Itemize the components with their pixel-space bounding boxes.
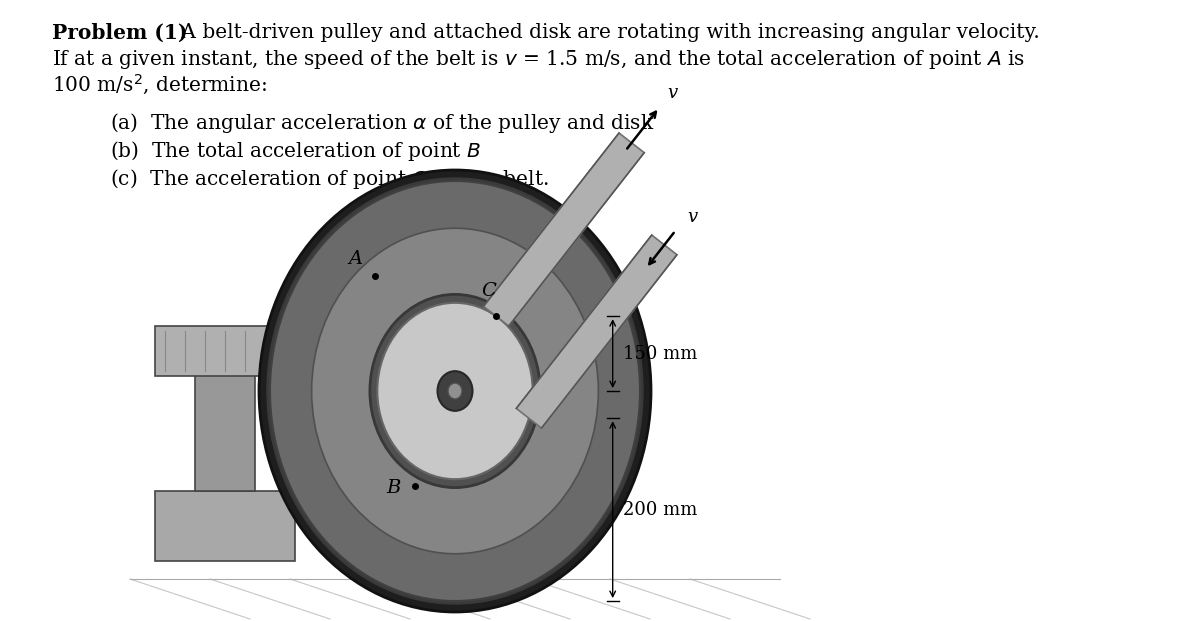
Ellipse shape [266,178,643,604]
Ellipse shape [370,294,540,487]
Ellipse shape [270,181,640,601]
Ellipse shape [259,170,650,612]
Text: (b)  The total acceleration of point $B$: (b) The total acceleration of point $B$ [110,139,481,163]
Text: C: C [481,282,496,300]
Text: A belt-driven pulley and attached disk are rotating with increasing angular velo: A belt-driven pulley and attached disk a… [175,23,1039,42]
Text: 100 m/s$^2$, determine:: 100 m/s$^2$, determine: [52,73,268,97]
Text: (a)  The angular acceleration $\alpha$ of the pulley and disk: (a) The angular acceleration $\alpha$ of… [110,111,654,135]
Polygon shape [484,133,644,326]
Text: 200 mm: 200 mm [623,501,697,519]
Polygon shape [155,491,295,561]
Polygon shape [310,333,440,369]
Text: Problem (1): Problem (1) [52,23,187,43]
Polygon shape [155,326,310,376]
Ellipse shape [438,371,473,411]
Text: v: v [667,84,678,102]
Text: If at a given instant, the speed of the belt is $v$ = 1.5 m/s, and the total acc: If at a given instant, the speed of the … [52,48,1025,71]
Polygon shape [194,351,256,491]
Polygon shape [516,235,677,428]
Ellipse shape [448,383,462,399]
Text: (c)  The acceleration of point $C$ on the belt.: (c) The acceleration of point $C$ on the… [110,167,548,191]
Ellipse shape [312,229,599,554]
Ellipse shape [295,325,325,377]
Text: 150 mm: 150 mm [623,345,697,363]
Text: B: B [386,479,401,497]
Text: v: v [688,207,697,225]
Ellipse shape [377,303,533,479]
Text: A: A [349,250,364,268]
